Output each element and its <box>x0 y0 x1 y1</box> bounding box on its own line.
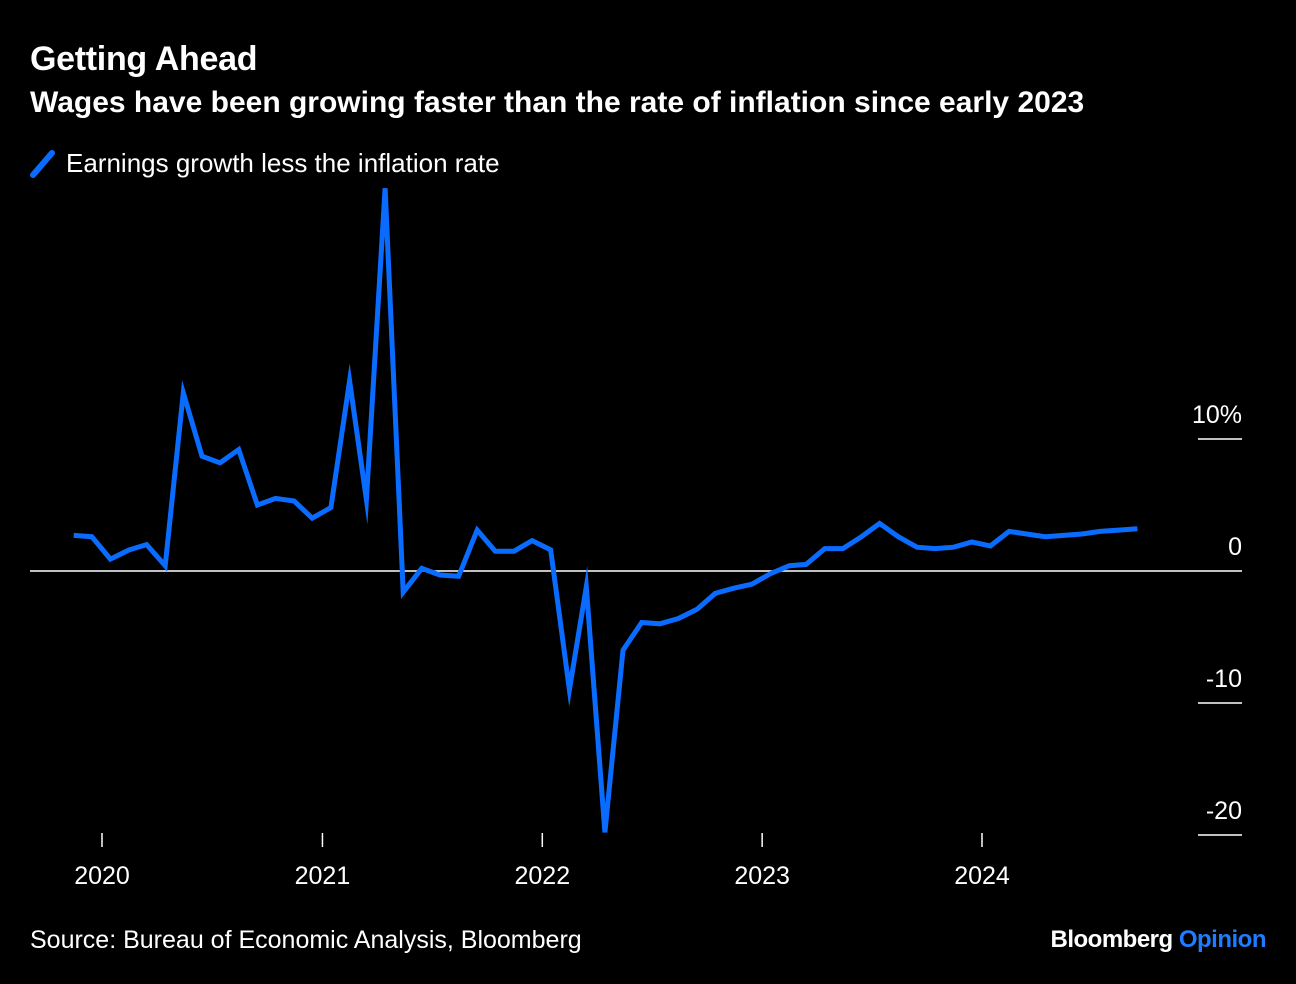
brand-accent: Opinion <box>1178 926 1267 953</box>
y-tick-label: 0 <box>1228 533 1242 561</box>
chart-title: Getting Ahead <box>30 40 258 78</box>
x-tick-label: 2022 <box>514 862 570 890</box>
y-tick-label: -20 <box>1206 797 1242 825</box>
series-layer <box>73 188 1138 833</box>
x-tick-label: 2020 <box>74 862 130 890</box>
x-tick-label: 2024 <box>954 862 1010 890</box>
legend: Earnings growth less the inflation rate <box>30 148 500 179</box>
y-tick-label: -10 <box>1206 665 1242 693</box>
y-tick-label: 10% <box>1192 401 1242 429</box>
axes: 10% 0 -10 -20 2020 2021 2022 2023 2024 <box>30 401 1242 890</box>
brand-logo: Bloomberg Opinion <box>1051 926 1267 954</box>
chart-subtitle: Wages have been growing faster than the … <box>30 86 1085 119</box>
source-note: Source: Bureau of Economic Analysis, Blo… <box>30 926 582 954</box>
brand-main: Bloomberg <box>1050 926 1174 953</box>
series-line <box>73 188 1138 833</box>
x-tick-label: 2023 <box>734 862 790 890</box>
legend-swatch-icon <box>30 149 55 178</box>
legend-label: Earnings growth less the inflation rate <box>66 148 500 178</box>
x-tick-label: 2021 <box>295 862 351 890</box>
